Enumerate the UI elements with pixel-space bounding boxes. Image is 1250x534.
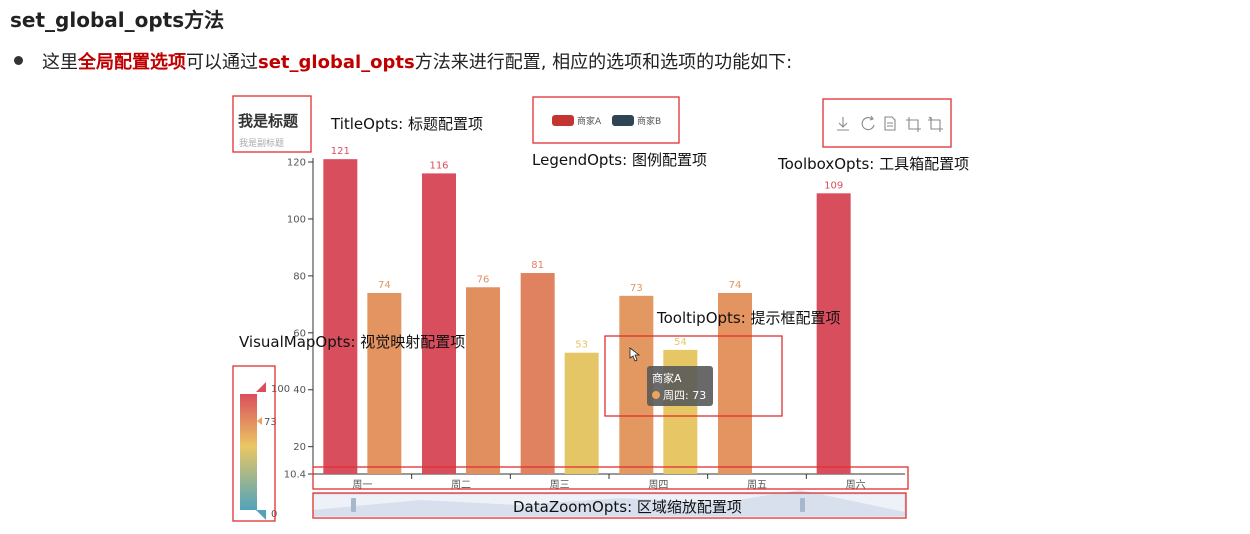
- y-tick-label: 100: [287, 214, 306, 225]
- bar-label-0-2: 81: [531, 260, 544, 271]
- visualmap-indicator: [257, 417, 262, 425]
- x-tick-label: 周五: [747, 479, 767, 491]
- xaxis-highlight-box: [312, 466, 909, 490]
- bullet-mid: 可以通过: [186, 52, 258, 73]
- bar-label-1-3: 54: [674, 337, 687, 348]
- tooltip-marker: [652, 391, 660, 399]
- bar-label-0-5: 109: [824, 180, 843, 191]
- visualmap-min-label: 0: [271, 509, 277, 520]
- chart-subtitle: 我是副标题: [239, 137, 284, 149]
- title-opts-box: [232, 95, 312, 153]
- visualmap-current-label: 73: [264, 417, 277, 428]
- x-tick-label: 周三: [550, 479, 570, 491]
- bar-series-1-0[interactable]: [367, 292, 402, 474]
- bullet-highlight-method: set_global_opts: [258, 52, 415, 73]
- tooltip-item: 周四: 73: [663, 389, 706, 402]
- bar-series-0-5[interactable]: [816, 193, 851, 474]
- chart-title: 我是标题: [238, 112, 299, 130]
- datazoom-handle-right[interactable]: [800, 498, 805, 512]
- bar-label-1-1: 76: [477, 274, 490, 285]
- bar-label-0-0: 121: [331, 146, 350, 157]
- bar-series-0-4[interactable]: [718, 292, 752, 474]
- zoom-reset-icon[interactable]: [928, 116, 943, 132]
- bar-series-1-1[interactable]: [466, 287, 500, 474]
- bullet-post: 方法来进行配置, 相应的选项和选项的功能如下:: [414, 52, 793, 73]
- y-tick-label: 120: [287, 158, 306, 169]
- zoom-icon[interactable]: [906, 117, 921, 132]
- visualmap-handle-top[interactable]: [256, 382, 266, 392]
- y-tick-label: 20: [293, 442, 306, 453]
- tooltip-box: [647, 366, 713, 406]
- bar-label-0-4: 74: [729, 280, 742, 291]
- datazoom-handle-left[interactable]: [351, 498, 356, 512]
- visualmap-bar[interactable]: [240, 394, 257, 510]
- datazoom-opts-box: [312, 492, 907, 519]
- x-tick-label: 周二: [451, 479, 471, 491]
- bar-label-0-1: 116: [429, 160, 448, 171]
- tooltip-opts-label: TooltipOpts: 提示框配置项: [656, 309, 841, 327]
- legend-label-b[interactable]: 商家B: [637, 115, 661, 127]
- title-opts-label: TitleOpts: 标题配置项: [330, 115, 483, 133]
- legend-opts-box: [532, 96, 680, 144]
- bar-label-0-3: 73: [630, 283, 643, 294]
- bar-label-1-0: 74: [378, 280, 391, 291]
- data-view-icon[interactable]: [884, 116, 896, 131]
- y-tick-label: 10.4: [284, 470, 306, 481]
- tooltip-opts-box: [604, 335, 783, 417]
- visualmap-max-label: 100: [271, 384, 290, 395]
- bar-series-1-2[interactable]: [564, 352, 599, 474]
- bar-series-0-1[interactable]: [422, 173, 456, 474]
- legend-swatch-b[interactable]: [612, 115, 634, 126]
- toolbox-opts-label: ToolboxOpts: 工具箱配置项: [777, 155, 969, 173]
- bar-series-0-0[interactable]: [323, 159, 358, 475]
- refresh-icon[interactable]: [861, 115, 875, 131]
- y-tick-label: 80: [293, 271, 306, 282]
- legend-label-a[interactable]: 商家A: [577, 115, 602, 127]
- page-heading: set_global_opts方法: [10, 8, 225, 32]
- hand-cursor-icon: [629, 347, 641, 362]
- legend-opts-label: LegendOpts: 图例配置项: [532, 151, 707, 169]
- y-tick-label: 40: [293, 385, 306, 396]
- visualmap-handle-bottom[interactable]: [256, 510, 266, 520]
- bullet-text: 这里全局配置选项可以通过set_global_opts方法来进行配置, 相应的选…: [42, 48, 792, 74]
- bullet-pre: 这里: [42, 52, 78, 73]
- bar-label-1-2: 53: [575, 340, 588, 351]
- datazoom-opts-label: DataZoomOpts: 区域缩放配置项: [513, 498, 742, 516]
- bar-series-0-2[interactable]: [520, 273, 555, 474]
- visualmap-opts-box: [232, 365, 276, 522]
- legend-swatch-a[interactable]: [552, 115, 574, 126]
- y-tick-label: 60: [293, 328, 306, 339]
- datazoom-shadow: [313, 490, 905, 516]
- download-icon[interactable]: [837, 117, 849, 131]
- x-tick-label: 周六: [846, 479, 866, 491]
- x-tick-label: 周一: [352, 479, 372, 491]
- x-tick-label: 周四: [648, 479, 668, 491]
- tooltip-series: 商家A: [652, 371, 682, 385]
- bullet-highlight-global-options: 全局配置选项: [78, 52, 186, 73]
- toolbox-opts-box: [822, 98, 952, 148]
- visualmap-opts-label: VisualMapOpts: 视觉映射配置项: [239, 333, 465, 351]
- bullet-dot: [14, 56, 23, 65]
